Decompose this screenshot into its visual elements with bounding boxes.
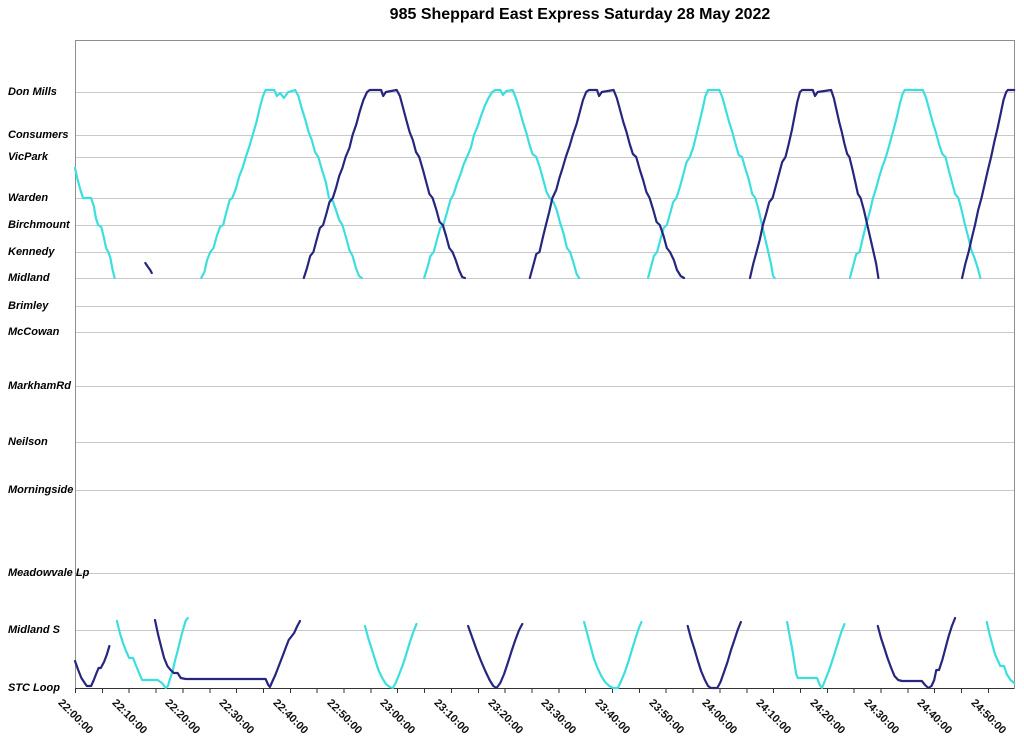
trajectory-vehicle-aqua [646, 88, 776, 280]
trajectory-vehicle-aqua [582, 620, 643, 690]
y-axis-label-kennedy: Kennedy [8, 246, 55, 258]
trajectory-vehicle-navy [876, 616, 957, 690]
trajectory-vehicle-aqua [848, 88, 982, 280]
y-axis-label-consumers: Consumers [8, 129, 69, 141]
y-axis-label-morningside: Morningside [8, 484, 74, 496]
trajectory-vehicle-aqua [785, 620, 846, 690]
y-axis-label-midland-s: Midland S [8, 624, 60, 636]
y-axis-label-midland: Midland [8, 272, 50, 284]
trajectory-vehicle-navy [960, 88, 1016, 280]
y-axis-label-meadowvale-lp: Meadowvale Lp [8, 567, 90, 579]
y-axis-label-brimley: Brimley [8, 300, 49, 312]
trajectory-vehicle-navy [73, 644, 111, 688]
trajectory-vehicle-aqua [363, 622, 418, 690]
trajectory-vehicle-aqua [115, 616, 189, 690]
trajectory-vehicle-navy [528, 88, 686, 280]
y-axis-label-mccowan: McCowan [8, 326, 60, 338]
y-axis-label-don-mills: Don Mills [8, 86, 57, 98]
y-axis-label-warden: Warden [8, 192, 49, 204]
trajectory-vehicle-aqua [985, 620, 1016, 685]
y-axis-label-vicpark: VicPark [8, 151, 48, 163]
trajectory-vehicle-navy [144, 261, 153, 275]
chart-title: 985 Sheppard East Express Saturday 28 Ma… [389, 6, 771, 23]
trajectory-vehicle-aqua [200, 88, 363, 280]
trajectory-vehicle-aqua [73, 166, 116, 280]
trajectory-vehicle-aqua [423, 88, 581, 280]
y-axis-label-stc-loop: STC Loop [8, 682, 60, 694]
trajectory-vehicle-navy [686, 620, 743, 690]
y-axis-label-birchmount: Birchmount [8, 219, 70, 231]
y-axis-label-markhamrd: MarkhamRd [8, 380, 71, 392]
trajectory-vehicle-navy [748, 88, 880, 280]
trajectory-vehicle-navy [153, 618, 302, 689]
trajectory-vehicle-navy [302, 88, 466, 280]
y-axis-label-neilson: Neilson [8, 436, 48, 448]
plot-border [75, 40, 1015, 689]
trajectory-vehicle-navy [467, 622, 524, 690]
